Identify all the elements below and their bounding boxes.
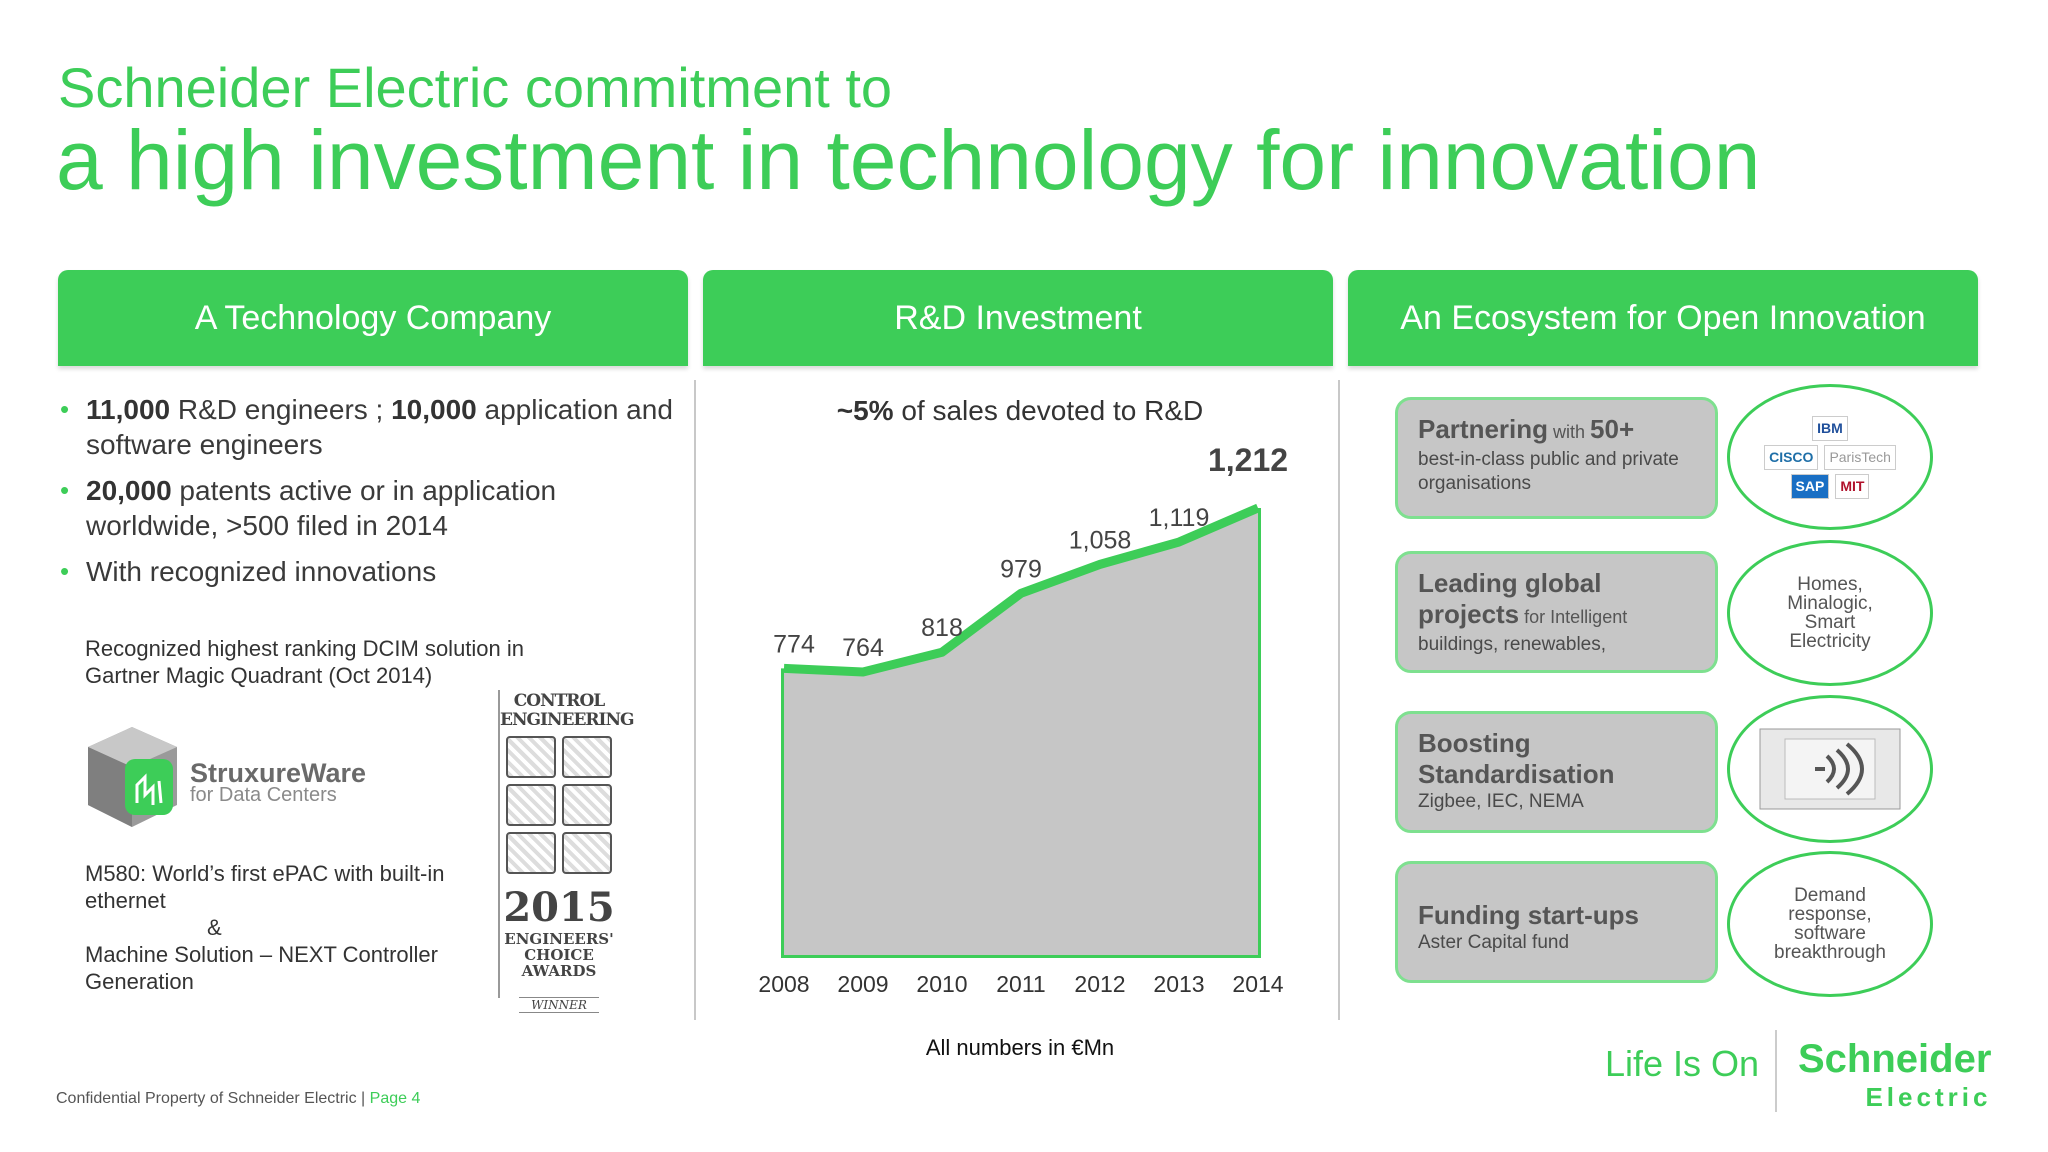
- cisco-logo: CISCO: [1764, 444, 1819, 470]
- chart-value-label: 774: [773, 630, 815, 658]
- bullet-patents: 20,000 patents active or in application …: [60, 473, 680, 543]
- paristech-logo: ParisTech: [1824, 444, 1896, 470]
- subtitle-percent: ~5%: [836, 395, 894, 426]
- header-rnd-investment: R&D Investment: [703, 270, 1333, 366]
- card-global-projects: Leading global projects for Intelligent …: [1395, 551, 1718, 673]
- card-text: buildings, renewables,: [1418, 634, 1607, 655]
- chart-line: [783, 503, 1260, 677]
- chart-value-label: 1,058: [1069, 526, 1132, 554]
- chart-value-label: 1,119: [1149, 504, 1210, 532]
- tech-bullet-list: 11,000 R&D engineers ; 10,000 applicatio…: [60, 392, 680, 600]
- rnd-investment-chart: 774 764 818 979 1,058 1,119 1,212 2008 2009 2010…: [758, 442, 1288, 997]
- partner-logos-oval: IBM CISCO ParisTech SAP MIT: [1727, 384, 1933, 530]
- logo-separator: [1775, 1030, 1777, 1112]
- card-text: best-in-class public and private organis…: [1418, 449, 1679, 494]
- dcim-note-line: Recognized highest ranking DCIM solution…: [85, 636, 525, 661]
- struxureware-name: StruxureWare: [190, 758, 367, 788]
- card-standardisation: Boosting Standardisation Zigbee, IEC, NE…: [1395, 711, 1718, 833]
- card-partnering: Partnering with 50+ best-in-class public…: [1395, 397, 1718, 519]
- chart-area: [784, 508, 1258, 955]
- card-head-small: with: [1548, 422, 1591, 442]
- bullet-text: patents active or in application worldwi…: [86, 475, 557, 541]
- brand-sub: Electric: [1865, 1082, 1992, 1112]
- brand-name: Schneider: [1798, 1037, 1992, 1081]
- award-illustration: [506, 736, 612, 874]
- card-head: Leading global projects: [1418, 568, 1602, 629]
- bullet-text: R&D engineers ;: [170, 394, 392, 425]
- chart-x-tick-label: 2013: [1153, 971, 1204, 997]
- page-number: Page 4: [369, 1090, 421, 1107]
- column-divider: [1338, 380, 1340, 1020]
- chart-value-label: 1,212: [1208, 442, 1288, 478]
- award-title: ENGINEERING: [500, 710, 635, 730]
- chart-x-tick-label: 2008: [758, 971, 809, 997]
- card-text: Aster Capital fund: [1418, 932, 1570, 953]
- schneider-electric-logo: Schneider Electric: [1798, 1037, 1992, 1116]
- bullet-bold: 11,000: [86, 394, 171, 425]
- ampersand: &: [207, 915, 222, 940]
- footer-confidential: Confidential Property of Schneider Elect…: [56, 1090, 420, 1108]
- m580-note: M580: World’s first ePAC with built-in e…: [85, 860, 444, 995]
- zigbee-device-icon: [1759, 728, 1901, 810]
- subtitle-text: of sales devoted to R&D: [893, 395, 1204, 426]
- chart-subtitle: ~5% of sales devoted to R&D: [705, 395, 1335, 427]
- standard-device-oval: [1727, 695, 1933, 843]
- award-year: 2015: [503, 884, 615, 931]
- m580-line: ethernet: [85, 888, 166, 913]
- ibm-logo: IBM: [1812, 415, 1848, 441]
- card-head: Partnering: [1418, 414, 1549, 444]
- machine-line: Machine Solution – NEXT Controller: [85, 942, 438, 967]
- chart-x-tick-label: 2010: [916, 971, 967, 997]
- dcim-note-line: Gartner Magic Quadrant (Oct 2014): [85, 663, 433, 688]
- bullet-engineers: 11,000 R&D engineers ; 10,000 applicatio…: [60, 392, 680, 462]
- card-head-small: for Intelligent: [1519, 607, 1628, 627]
- card-startups: Funding start-ups Aster Capital fund: [1395, 861, 1718, 983]
- engineers-choice-award-badge: CONTROL ENGINEERING 2015 ENGINEERS' CHOI…: [498, 690, 635, 1013]
- bullet-bold: 10,000: [391, 394, 477, 425]
- life-is-on-logo: Life Is On: [1605, 1043, 1760, 1084]
- column-divider: [694, 380, 696, 1020]
- bullet-text: application and software engineers: [86, 394, 673, 460]
- chart-x-tick-label: 2011: [996, 971, 1045, 997]
- award-title: CONTROL: [513, 691, 605, 711]
- page-title: a high investment in technology for inno…: [56, 113, 1761, 207]
- bullet-text: With recognized innovations: [86, 556, 437, 587]
- card-head-count: 50+: [1590, 414, 1635, 444]
- header-technology-company: A Technology Company: [58, 270, 688, 366]
- card-head: Boosting Standardisation: [1418, 728, 1615, 789]
- title-line-1: Schneider Electric commitment to: [58, 56, 893, 119]
- chart-value-label: 818: [921, 614, 963, 642]
- award-line: AWARDS: [521, 962, 597, 980]
- chart-x-tick-label: 2014: [1232, 971, 1283, 997]
- award-winner: WINNER: [519, 997, 599, 1013]
- bullet-innovations: With recognized innovations: [60, 554, 680, 589]
- award-line: ENGINEERS': [504, 930, 614, 948]
- homes-oval: Homes, Minalogic, Smart Electricity: [1727, 540, 1933, 686]
- sap-logo: SAP: [1790, 473, 1830, 499]
- award-line: CHOICE: [524, 946, 594, 964]
- m580-line: M580: World’s first ePAC with built-in: [85, 861, 445, 886]
- demand-response-oval: Demand response, software breakthrough: [1727, 851, 1933, 997]
- struxureware-logo-icon: [88, 727, 177, 827]
- confidential-text: Confidential Property of Schneider Elect…: [56, 1090, 370, 1107]
- card-head: Funding start-ups: [1418, 900, 1639, 930]
- mit-logo: MIT: [1835, 473, 1870, 499]
- machine-line: Generation: [85, 969, 194, 994]
- dcim-note: Recognized highest ranking DCIM solution…: [85, 635, 524, 689]
- struxureware-sub: for Data Centers: [190, 784, 337, 806]
- card-text: Zigbee, IEC, NEMA: [1418, 791, 1584, 812]
- chart-x-tick-label: 2012: [1074, 971, 1125, 997]
- chart-value-label: 979: [1000, 555, 1042, 583]
- chart-x-tick-label: 2009: [837, 971, 888, 997]
- chart-value-label: 764: [842, 634, 884, 662]
- bullet-bold: 20,000: [86, 475, 172, 506]
- header-ecosystem: An Ecosystem for Open Innovation: [1348, 270, 1978, 366]
- chart-unit-note: All numbers in €Mn: [925, 1035, 1115, 1060]
